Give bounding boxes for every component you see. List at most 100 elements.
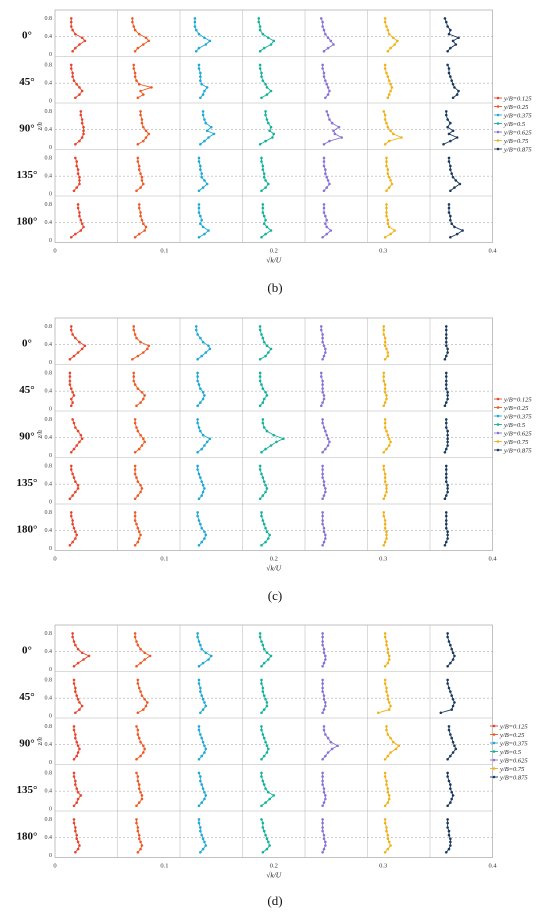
data-point bbox=[326, 86, 330, 89]
data-point bbox=[69, 67, 73, 70]
data-point bbox=[451, 740, 455, 744]
data-point bbox=[197, 32, 201, 36]
data-point bbox=[203, 179, 206, 182]
data-point bbox=[76, 487, 80, 490]
data-point bbox=[261, 211, 265, 214]
data-point bbox=[262, 736, 266, 740]
data-point bbox=[144, 129, 148, 133]
series-line-2 bbox=[136, 772, 143, 807]
series-line-2 bbox=[137, 111, 150, 145]
data-point bbox=[139, 433, 142, 437]
data-point bbox=[386, 647, 390, 651]
data-point bbox=[385, 156, 388, 160]
data-point bbox=[446, 678, 449, 682]
data-point bbox=[258, 25, 262, 28]
data-point bbox=[137, 232, 141, 236]
data-point bbox=[443, 357, 447, 361]
data-point bbox=[442, 142, 445, 146]
data-point bbox=[265, 394, 269, 397]
x-tick-label: 0.3 bbox=[379, 863, 387, 870]
data-point bbox=[386, 833, 390, 837]
data-point bbox=[450, 222, 454, 226]
data-point bbox=[449, 218, 452, 222]
data-point bbox=[258, 464, 262, 468]
data-point bbox=[265, 93, 269, 96]
data-point bbox=[72, 771, 76, 775]
data-point bbox=[76, 206, 80, 210]
data-point bbox=[137, 32, 141, 36]
data-point bbox=[132, 25, 136, 28]
data-point bbox=[260, 818, 263, 821]
data-point bbox=[397, 744, 401, 748]
data-point bbox=[324, 701, 327, 704]
data-point bbox=[449, 75, 452, 78]
data-point bbox=[205, 86, 209, 89]
data-point bbox=[260, 189, 263, 193]
data-point bbox=[337, 125, 341, 129]
series-line-5 bbox=[322, 204, 332, 238]
data-point bbox=[322, 426, 326, 429]
data-point bbox=[260, 728, 263, 732]
data-point bbox=[133, 514, 137, 518]
data-point bbox=[446, 433, 449, 437]
data-point bbox=[132, 375, 136, 378]
legend-label: y/B=0.875 bbox=[499, 774, 528, 781]
data-point bbox=[444, 379, 448, 383]
row-label-angle: 45° bbox=[19, 691, 34, 703]
data-point bbox=[451, 794, 455, 797]
data-point bbox=[83, 39, 87, 43]
data-point bbox=[271, 136, 274, 139]
data-point bbox=[449, 840, 452, 844]
data-point bbox=[385, 728, 388, 732]
data-point bbox=[196, 632, 199, 635]
data-point bbox=[80, 651, 84, 655]
data-point bbox=[326, 437, 330, 441]
data-point bbox=[383, 67, 387, 70]
data-point bbox=[447, 725, 451, 728]
data-point bbox=[321, 519, 324, 522]
legend-swatch-marker bbox=[492, 767, 496, 770]
data-point bbox=[268, 533, 271, 537]
data-point bbox=[321, 450, 324, 454]
data-point bbox=[74, 32, 77, 36]
data-point bbox=[449, 754, 452, 758]
data-point bbox=[260, 383, 263, 386]
y-tick-label: 0.8 bbox=[45, 417, 53, 423]
data-point bbox=[383, 20, 387, 24]
data-point bbox=[439, 711, 443, 715]
data-point bbox=[80, 36, 84, 40]
data-point bbox=[262, 46, 266, 50]
data-point bbox=[444, 371, 448, 375]
series-line-1 bbox=[70, 64, 83, 99]
data-point bbox=[80, 89, 84, 93]
data-point bbox=[262, 172, 266, 175]
data-point bbox=[328, 139, 331, 143]
row-label-angle: 135° bbox=[17, 477, 38, 489]
data-point bbox=[261, 686, 265, 690]
data-point bbox=[131, 357, 134, 361]
data-point bbox=[264, 740, 267, 744]
x-tick-label: 0.2 bbox=[270, 248, 278, 255]
data-point bbox=[387, 658, 391, 661]
data-point bbox=[444, 383, 448, 386]
data-point bbox=[261, 206, 265, 210]
data-point bbox=[204, 651, 208, 655]
y-tick-label: 0.4 bbox=[45, 342, 53, 348]
data-point bbox=[269, 347, 273, 351]
data-point bbox=[68, 497, 72, 501]
legend-label: y/B=0.75 bbox=[503, 138, 529, 145]
data-point bbox=[74, 783, 77, 786]
data-point bbox=[76, 697, 80, 701]
data-point bbox=[69, 464, 73, 468]
series-line-2 bbox=[136, 726, 146, 760]
series-line-7 bbox=[444, 419, 449, 453]
y-tick-label: 0 bbox=[49, 145, 52, 151]
series-line-7 bbox=[447, 64, 460, 99]
data-point bbox=[142, 744, 145, 748]
data-point bbox=[454, 179, 458, 182]
data-point bbox=[444, 480, 448, 483]
data-point bbox=[143, 697, 146, 701]
x-tick-label: 0.4 bbox=[488, 556, 497, 563]
data-point bbox=[74, 156, 77, 160]
data-point bbox=[71, 49, 74, 53]
